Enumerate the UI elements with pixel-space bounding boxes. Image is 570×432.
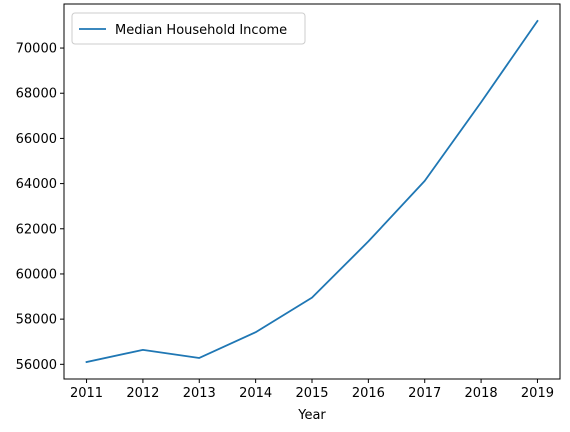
legend-box: [71, 12, 306, 45]
y-tick-label: 60000: [16, 267, 57, 282]
y-tick-label: 62000: [16, 222, 57, 237]
x-tick-label: 2012: [126, 386, 159, 401]
axes-layer: 2011 2012 2013 2014 2015 2016 2017 2018 2019 5600…: [16, 3, 561, 401]
plot-background: [64, 4, 560, 379]
series-line-0: [85, 19, 539, 364]
plot-layer: [85, 19, 539, 364]
x-tick-label: 2019: [521, 386, 554, 401]
y-tick-label: 70000: [16, 42, 57, 57]
y-tick-label: 64000: [16, 177, 57, 192]
y-tick-label: 66000: [16, 132, 57, 147]
x-tick-label: 2016: [352, 386, 385, 401]
x-tick-label: 2018: [465, 386, 498, 401]
legend-label: Median Household Income: [115, 23, 287, 38]
legend: Median Household Income: [71, 12, 306, 45]
y-tick-label: 68000: [16, 87, 57, 102]
x-tick-label: 2014: [239, 386, 272, 401]
x-axis-label: Year: [297, 408, 326, 423]
y-tick-label: 56000: [16, 358, 57, 373]
x-tick-label: 2015: [295, 386, 328, 401]
x-tick-label: 2017: [408, 386, 441, 401]
y-tick-label: 58000: [16, 313, 57, 328]
x-tick-label: 2013: [183, 386, 216, 401]
x-tick-label: 2011: [70, 386, 103, 401]
